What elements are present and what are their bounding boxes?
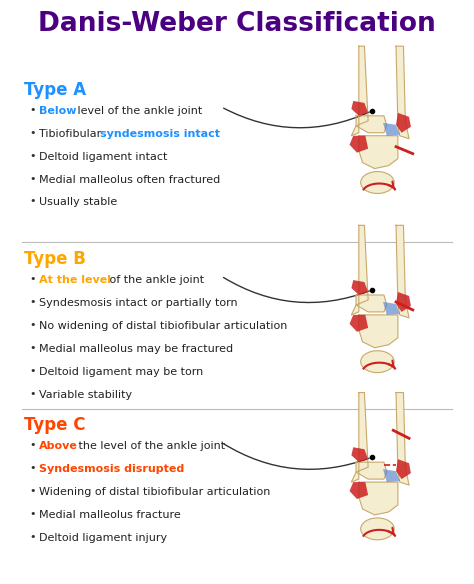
Ellipse shape [361, 518, 394, 540]
Polygon shape [351, 447, 368, 462]
Text: Deltoid ligament injury: Deltoid ligament injury [39, 533, 167, 543]
Text: •: • [29, 196, 36, 207]
Text: •: • [29, 151, 36, 161]
Polygon shape [356, 116, 387, 133]
Polygon shape [349, 315, 368, 332]
Polygon shape [396, 459, 411, 479]
Text: Medial malleolus fracture: Medial malleolus fracture [39, 510, 181, 520]
Text: Type B: Type B [24, 250, 86, 268]
Text: Deltoid ligament may be torn: Deltoid ligament may be torn [39, 367, 203, 377]
Polygon shape [349, 482, 368, 499]
Text: •: • [29, 173, 36, 183]
Ellipse shape [361, 351, 394, 373]
Text: Above: Above [39, 442, 78, 451]
Polygon shape [351, 46, 368, 135]
Text: Usually stable: Usually stable [39, 197, 117, 207]
Polygon shape [383, 302, 400, 315]
Text: syndesmosis intact: syndesmosis intact [100, 129, 220, 139]
Text: •: • [29, 343, 36, 353]
Polygon shape [351, 225, 368, 315]
Ellipse shape [361, 172, 394, 193]
Text: •: • [29, 440, 36, 450]
Text: •: • [29, 274, 36, 284]
Text: Syndesmosis disrupted: Syndesmosis disrupted [39, 464, 184, 474]
Text: •: • [29, 463, 36, 473]
Polygon shape [396, 46, 409, 139]
Polygon shape [356, 462, 387, 479]
Text: Variable stability: Variable stability [39, 390, 132, 399]
Text: Tibiofibular: Tibiofibular [39, 129, 105, 139]
Polygon shape [359, 482, 398, 515]
Text: Danis-Weber Classification: Danis-Weber Classification [38, 11, 436, 37]
Text: •: • [29, 509, 36, 519]
Polygon shape [383, 469, 400, 482]
Polygon shape [351, 280, 368, 295]
Polygon shape [396, 225, 409, 318]
Text: Widening of distal tibiofibular articulation: Widening of distal tibiofibular articula… [39, 487, 270, 497]
Text: At the level: At the level [39, 275, 111, 285]
Text: level of the ankle joint: level of the ankle joint [74, 106, 202, 116]
Text: the level of the ankle joint: the level of the ankle joint [75, 442, 225, 451]
Text: •: • [29, 297, 36, 307]
Polygon shape [359, 135, 398, 169]
Text: No widening of distal tibiofibular articulation: No widening of distal tibiofibular artic… [39, 321, 287, 331]
Polygon shape [349, 135, 368, 152]
Text: •: • [29, 486, 36, 496]
Text: Medial malleolus may be fractured: Medial malleolus may be fractured [39, 344, 233, 354]
Polygon shape [396, 392, 409, 485]
Text: •: • [29, 532, 36, 542]
Polygon shape [383, 123, 400, 135]
Text: Type A: Type A [24, 81, 86, 99]
Text: •: • [29, 388, 36, 398]
Text: •: • [29, 320, 36, 330]
Polygon shape [396, 113, 411, 133]
Text: •: • [29, 128, 36, 138]
Polygon shape [359, 315, 398, 347]
Polygon shape [351, 392, 368, 482]
Polygon shape [356, 295, 387, 312]
Polygon shape [351, 101, 368, 116]
Polygon shape [396, 292, 411, 312]
Text: Below: Below [39, 106, 76, 116]
Text: Medial malleolus often fractured: Medial malleolus often fractured [39, 175, 220, 185]
Text: •: • [29, 366, 36, 376]
Text: Type C: Type C [24, 416, 85, 434]
Text: Syndesmosis intact or partially torn: Syndesmosis intact or partially torn [39, 298, 237, 308]
Text: of the ankle joint: of the ankle joint [106, 275, 204, 285]
Text: •: • [29, 105, 36, 115]
Text: Deltoid ligament intact: Deltoid ligament intact [39, 152, 167, 162]
